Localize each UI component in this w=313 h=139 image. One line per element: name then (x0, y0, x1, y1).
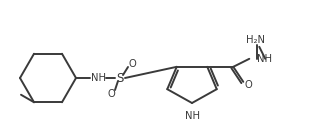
Text: S: S (116, 71, 124, 85)
Text: O: O (107, 89, 115, 99)
Text: NH: NH (184, 111, 199, 121)
Text: NH: NH (90, 73, 105, 83)
Text: O: O (244, 80, 252, 90)
Text: O: O (128, 59, 136, 69)
Text: H₂N: H₂N (246, 35, 265, 45)
Text: NH: NH (257, 54, 272, 64)
